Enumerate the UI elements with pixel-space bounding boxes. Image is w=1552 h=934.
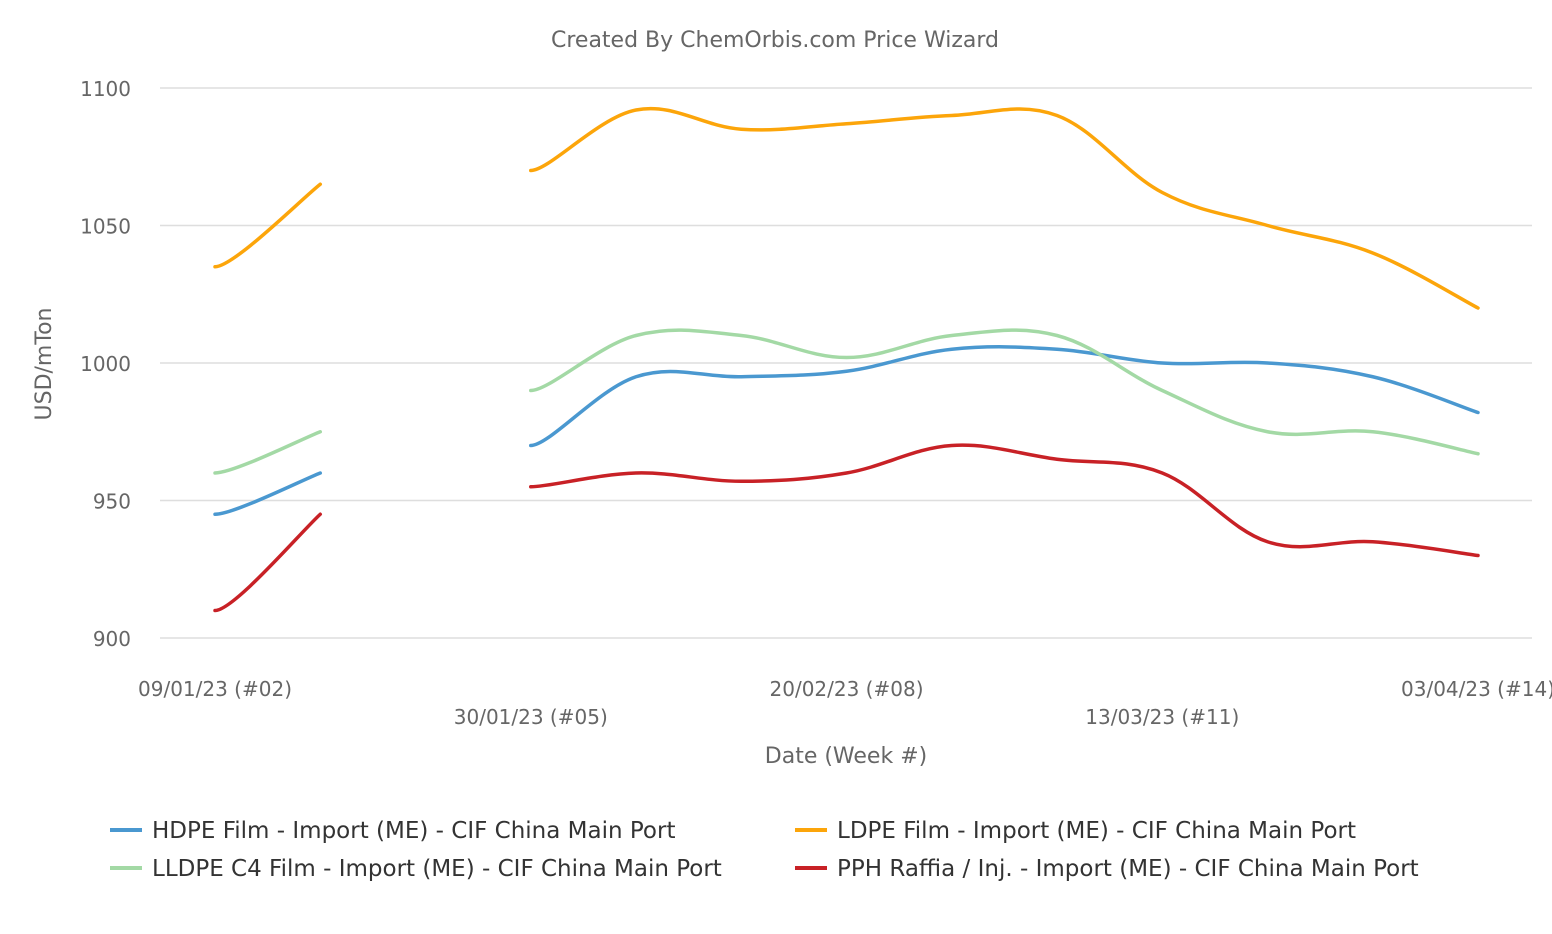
series-line-3 xyxy=(529,443,1480,558)
legend-label: PPH Raffia / Inj. - Import (ME) - CIF Ch… xyxy=(837,856,1419,882)
y-tick-label: 1100 xyxy=(80,77,131,101)
y-tick-label: 950 xyxy=(93,490,131,514)
x-axis-label: Date (Week #) xyxy=(765,744,927,769)
x-tick-label: 03/04/23 (#14) xyxy=(1401,677,1552,701)
y-axis-label: USD/mTon xyxy=(32,308,57,421)
y-tick-label: 1000 xyxy=(80,352,131,376)
x-tick-label: 20/02/23 (#08) xyxy=(770,677,924,701)
series-line-0 xyxy=(213,471,322,516)
x-tick-label: 13/03/23 (#11) xyxy=(1085,705,1239,729)
x-tick-label: 09/01/23 (#02) xyxy=(138,677,292,701)
series-line-1 xyxy=(529,106,1480,310)
series-line-2 xyxy=(213,430,322,475)
chart-title: Created By ChemOrbis.com Price Wizard xyxy=(551,28,999,53)
legend-label: HDPE Film - Import (ME) - CIF China Main… xyxy=(152,818,675,844)
legend-label: LLDPE C4 Film - Import (ME) - CIF China … xyxy=(152,856,722,882)
legend-item-0[interactable]: HDPE Film - Import (ME) - CIF China Main… xyxy=(110,818,675,844)
legend-item-1[interactable]: LDPE Film - Import (ME) - CIF China Main… xyxy=(795,818,1356,844)
series-line-0 xyxy=(529,345,1480,448)
series-line-1 xyxy=(213,182,322,269)
legend-item-3[interactable]: PPH Raffia / Inj. - Import (ME) - CIF Ch… xyxy=(795,856,1419,882)
y-tick-label: 1050 xyxy=(80,215,131,239)
series-line-2 xyxy=(529,328,1480,456)
legend-item-2[interactable]: LLDPE C4 Film - Import (ME) - CIF China … xyxy=(110,856,722,882)
y-tick-label: 900 xyxy=(93,627,131,651)
legend-label: LDPE Film - Import (ME) - CIF China Main… xyxy=(837,818,1356,844)
series-line-3 xyxy=(213,512,322,613)
x-tick-label: 30/01/23 (#05) xyxy=(454,705,608,729)
